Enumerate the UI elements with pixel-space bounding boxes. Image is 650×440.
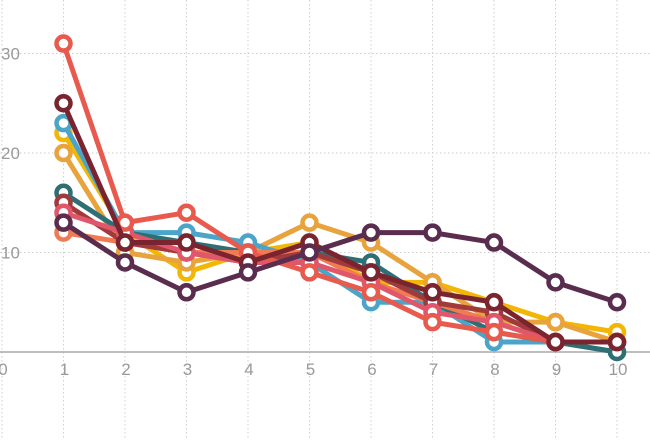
x-tick-label: 0 bbox=[0, 360, 8, 379]
x-tick-label: 8 bbox=[490, 360, 499, 379]
data-point bbox=[177, 283, 196, 302]
series-9 bbox=[54, 94, 627, 352]
data-point bbox=[546, 312, 565, 332]
data-point bbox=[361, 283, 381, 302]
data-point bbox=[54, 34, 73, 53]
data-point bbox=[423, 312, 442, 332]
data-point bbox=[484, 322, 504, 342]
data-point bbox=[423, 283, 442, 302]
data-point bbox=[546, 273, 565, 292]
y-tick-label: 30 bbox=[1, 45, 20, 64]
series-line bbox=[61, 100, 620, 345]
data-point bbox=[300, 263, 319, 282]
data-point bbox=[607, 293, 627, 312]
series-7 bbox=[54, 203, 627, 352]
data-point bbox=[177, 203, 196, 222]
data-point bbox=[300, 243, 319, 262]
data-point bbox=[300, 213, 319, 232]
data-point bbox=[484, 233, 504, 252]
data-point bbox=[54, 213, 73, 232]
data-point bbox=[177, 233, 196, 252]
x-tick-label: 5 bbox=[306, 360, 315, 379]
series-8 bbox=[54, 34, 627, 352]
data-point bbox=[423, 223, 442, 242]
series-line bbox=[61, 200, 620, 345]
y-tick-label: 10 bbox=[1, 244, 20, 263]
series-10 bbox=[54, 213, 627, 312]
x-tick-label: 9 bbox=[552, 360, 561, 379]
series-lines bbox=[54, 34, 627, 362]
data-point bbox=[546, 332, 565, 352]
x-tick-label: 2 bbox=[121, 360, 130, 379]
series-line bbox=[61, 41, 620, 345]
data-point bbox=[54, 143, 73, 163]
x-tick-label: 7 bbox=[429, 360, 438, 379]
y-tick-label: 20 bbox=[1, 144, 20, 163]
data-point bbox=[54, 94, 73, 113]
data-point bbox=[115, 253, 135, 272]
data-point bbox=[361, 263, 381, 282]
x-tick-label: 1 bbox=[60, 360, 69, 379]
x-tick-label: 3 bbox=[183, 360, 192, 379]
x-tick-label: 6 bbox=[367, 360, 376, 379]
data-point bbox=[115, 233, 135, 252]
data-point bbox=[361, 223, 381, 242]
series-line bbox=[61, 220, 620, 305]
data-point bbox=[484, 293, 504, 312]
data-point bbox=[238, 263, 258, 282]
x-tick-label: 4 bbox=[244, 360, 253, 379]
data-point bbox=[607, 332, 627, 352]
x-tick-label: 10 bbox=[609, 360, 628, 379]
x-tick-labels: 0 1 2 3 4 5 6 7 8 9 10 bbox=[0, 360, 627, 379]
